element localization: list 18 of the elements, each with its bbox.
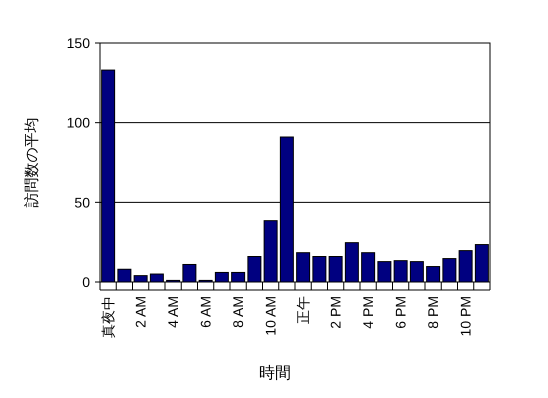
y-tick-label: 150 — [66, 35, 90, 51]
y-tick-label: 0 — [82, 274, 90, 290]
x-tick-label: 4 PM — [360, 296, 376, 329]
x-tick-label: 10 AM — [262, 296, 279, 336]
x-tick-label: 8 AM — [230, 296, 246, 328]
x-tick-label: 10 PM — [458, 296, 474, 336]
x-tick-label: 8 PM — [425, 296, 442, 329]
x-tick-label: 6 AM — [198, 296, 214, 328]
x-tick-label: 4 AM — [165, 296, 182, 328]
x-axis-title: 時間 — [259, 364, 291, 382]
x-tick-label: 真夜中 — [100, 296, 116, 338]
x-tick-label: 2 AM — [132, 296, 149, 328]
y-axis-title: 訪問数の平均 — [24, 118, 40, 208]
x-tick-label: 正午 — [295, 296, 312, 324]
y-tick-label: 100 — [66, 114, 90, 131]
y-tick-label: 50 — [74, 194, 90, 210]
x-tick-label: 6 PM — [392, 296, 409, 329]
x-tick-label: 2 PM — [328, 296, 344, 329]
